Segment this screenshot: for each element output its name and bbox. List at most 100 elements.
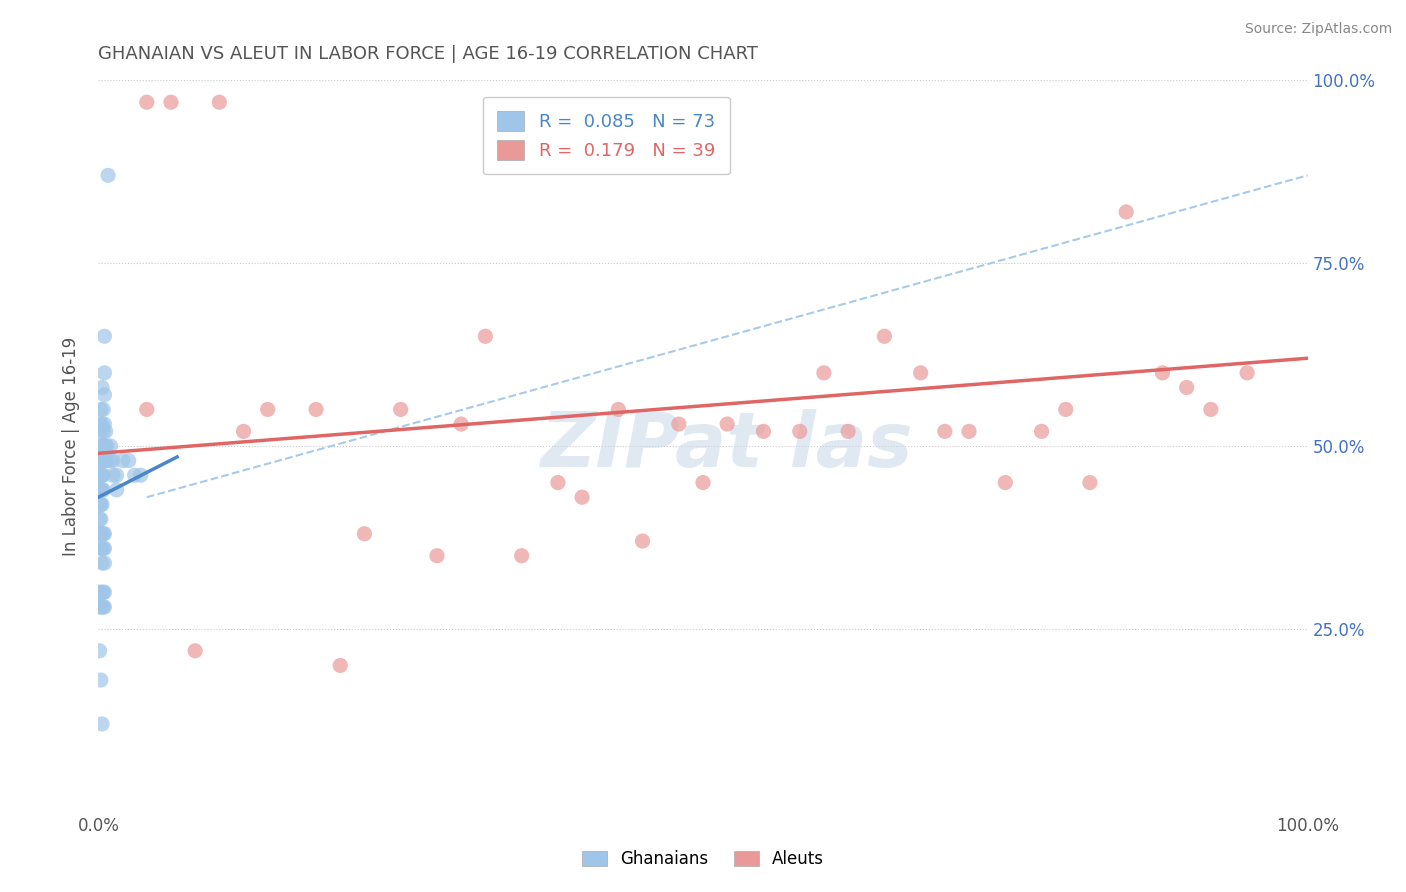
Point — [232, 425, 254, 439]
Legend: Ghanaians, Aleuts: Ghanaians, Aleuts — [575, 844, 831, 875]
Point — [91, 599, 114, 614]
Point — [100, 439, 122, 453]
Point — [90, 425, 112, 439]
Point — [135, 95, 157, 110]
Point — [90, 541, 112, 556]
Point — [1152, 366, 1174, 380]
Point — [91, 417, 114, 431]
Text: GHANAIAN VS ALEUT IN LABOR FORCE | AGE 16-19 CORRELATION CHART: GHANAIAN VS ALEUT IN LABOR FORCE | AGE 1… — [98, 45, 758, 63]
Point — [426, 549, 449, 563]
Point — [96, 453, 118, 467]
Point — [1175, 380, 1198, 394]
Point — [90, 585, 112, 599]
Point — [91, 717, 114, 731]
Point — [93, 417, 115, 431]
Point — [184, 644, 207, 658]
Point — [91, 585, 114, 599]
Point — [96, 439, 118, 453]
Point — [93, 366, 115, 380]
Point — [105, 468, 128, 483]
Point — [89, 585, 111, 599]
Point — [90, 526, 112, 541]
Point — [89, 483, 111, 497]
Point — [91, 498, 114, 512]
Point — [90, 402, 112, 417]
Point — [111, 453, 134, 467]
Point — [93, 541, 115, 556]
Point — [873, 329, 896, 343]
Point — [94, 439, 117, 453]
Point — [91, 526, 114, 541]
Point — [353, 526, 375, 541]
Point — [910, 366, 932, 380]
Point — [607, 402, 630, 417]
Point — [692, 475, 714, 490]
Point — [94, 425, 117, 439]
Point — [90, 468, 112, 483]
Point — [90, 498, 112, 512]
Point — [305, 402, 328, 417]
Point — [91, 439, 114, 453]
Point — [329, 658, 352, 673]
Point — [631, 534, 654, 549]
Point — [89, 526, 111, 541]
Point — [91, 468, 114, 483]
Point — [90, 483, 112, 497]
Point — [813, 366, 835, 380]
Point — [135, 402, 157, 417]
Point — [93, 599, 115, 614]
Point — [93, 388, 115, 402]
Point — [101, 468, 124, 483]
Point — [89, 453, 111, 467]
Point — [208, 95, 231, 110]
Point — [97, 169, 120, 183]
Point — [94, 453, 117, 467]
Point — [91, 585, 114, 599]
Point — [716, 417, 738, 431]
Point — [1115, 205, 1137, 219]
Legend: R =  0.085   N = 73, R =  0.179   N = 39: R = 0.085 N = 73, R = 0.179 N = 39 — [482, 96, 730, 174]
Point — [91, 483, 114, 497]
Point — [994, 475, 1017, 490]
Point — [91, 526, 114, 541]
Point — [89, 439, 111, 453]
Point — [90, 599, 112, 614]
Point — [957, 425, 980, 439]
Point — [1199, 402, 1222, 417]
Point — [90, 439, 112, 453]
Point — [91, 380, 114, 394]
Point — [93, 526, 115, 541]
Point — [789, 425, 811, 439]
Point — [105, 483, 128, 497]
Point — [89, 512, 111, 526]
Point — [93, 329, 115, 343]
Point — [89, 599, 111, 614]
Point — [124, 468, 146, 483]
Point — [571, 490, 593, 504]
Point — [1031, 425, 1053, 439]
Point — [474, 329, 496, 343]
Point — [93, 439, 115, 453]
Point — [1054, 402, 1077, 417]
Point — [1078, 475, 1101, 490]
Point — [91, 468, 114, 483]
Point — [93, 556, 115, 570]
Point — [91, 541, 114, 556]
Point — [934, 425, 956, 439]
Point — [118, 453, 141, 467]
Y-axis label: In Labor Force | Age 16-19: In Labor Force | Age 16-19 — [62, 336, 80, 556]
Point — [91, 453, 114, 467]
Text: Source: ZipAtlas.com: Source: ZipAtlas.com — [1244, 22, 1392, 37]
Point — [93, 585, 115, 599]
Point — [90, 453, 112, 467]
Point — [89, 417, 111, 431]
Point — [129, 468, 152, 483]
Point — [89, 468, 111, 483]
Point — [91, 556, 114, 570]
Point — [90, 673, 112, 687]
Point — [752, 425, 775, 439]
Point — [389, 402, 412, 417]
Point — [91, 599, 114, 614]
Point — [91, 439, 114, 453]
Point — [91, 402, 114, 417]
